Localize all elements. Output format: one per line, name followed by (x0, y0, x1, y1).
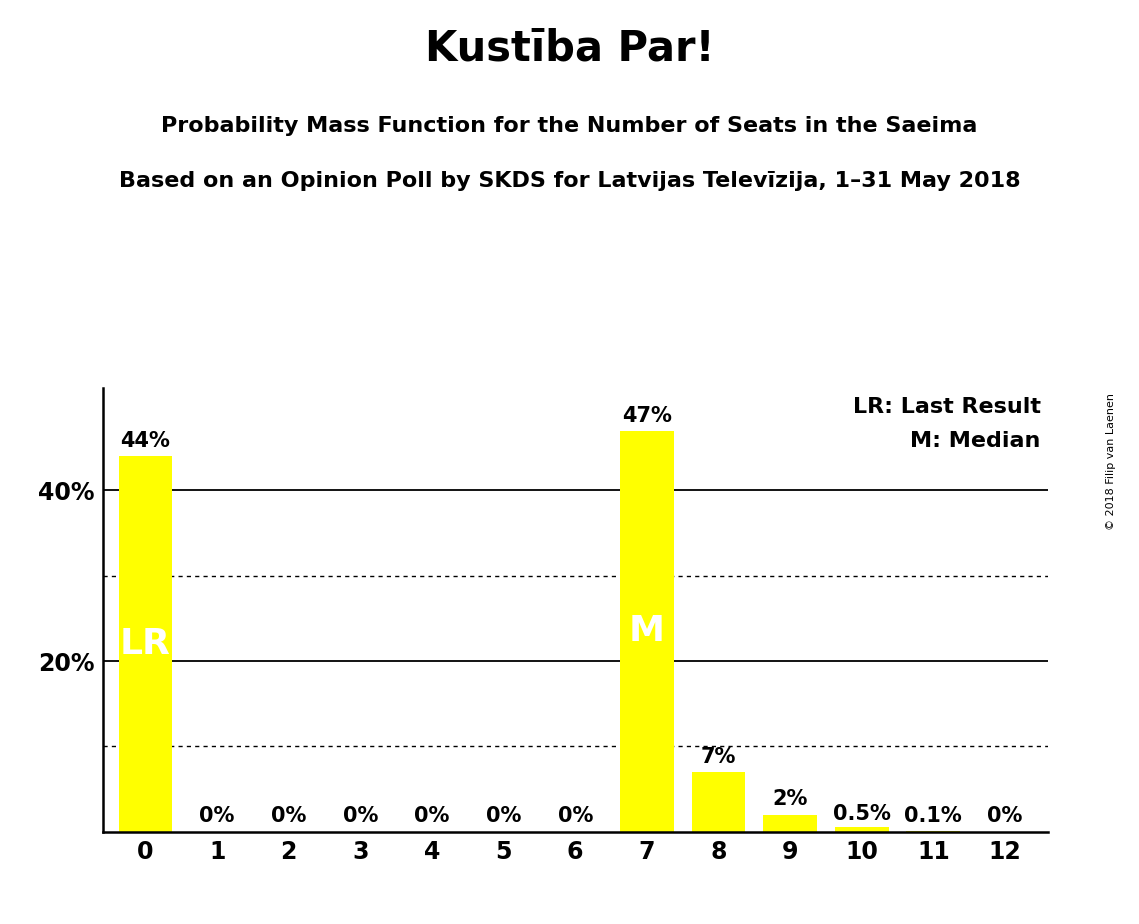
Text: 44%: 44% (121, 432, 171, 451)
Text: 0%: 0% (988, 807, 1023, 826)
Text: Based on an Opinion Poll by SKDS for Latvijas Televīzija, 1–31 May 2018: Based on an Opinion Poll by SKDS for Lat… (118, 171, 1021, 191)
Text: 0.1%: 0.1% (904, 807, 962, 826)
Bar (763, 815, 817, 832)
Text: 0%: 0% (199, 807, 235, 826)
Text: LR: LR (120, 627, 171, 661)
Text: 2%: 2% (772, 789, 808, 809)
Text: 0%: 0% (343, 807, 378, 826)
Text: M: M (629, 614, 665, 648)
Text: 0%: 0% (486, 807, 522, 826)
Bar (620, 431, 673, 832)
Text: 0%: 0% (557, 807, 593, 826)
Text: 0.5%: 0.5% (833, 804, 891, 824)
Bar (691, 772, 745, 832)
Text: LR: Last Result: LR: Last Result (853, 396, 1041, 417)
Text: © 2018 Filip van Laenen: © 2018 Filip van Laenen (1106, 394, 1115, 530)
Text: M: Median: M: Median (910, 431, 1041, 451)
Text: Probability Mass Function for the Number of Seats in the Saeima: Probability Mass Function for the Number… (162, 116, 977, 136)
Text: 7%: 7% (700, 747, 736, 767)
Bar (118, 456, 172, 832)
Text: 0%: 0% (415, 807, 450, 826)
Text: 47%: 47% (622, 406, 672, 426)
Text: 0%: 0% (271, 807, 306, 826)
Bar (835, 827, 888, 832)
Text: Kustība Par!: Kustība Par! (425, 28, 714, 69)
